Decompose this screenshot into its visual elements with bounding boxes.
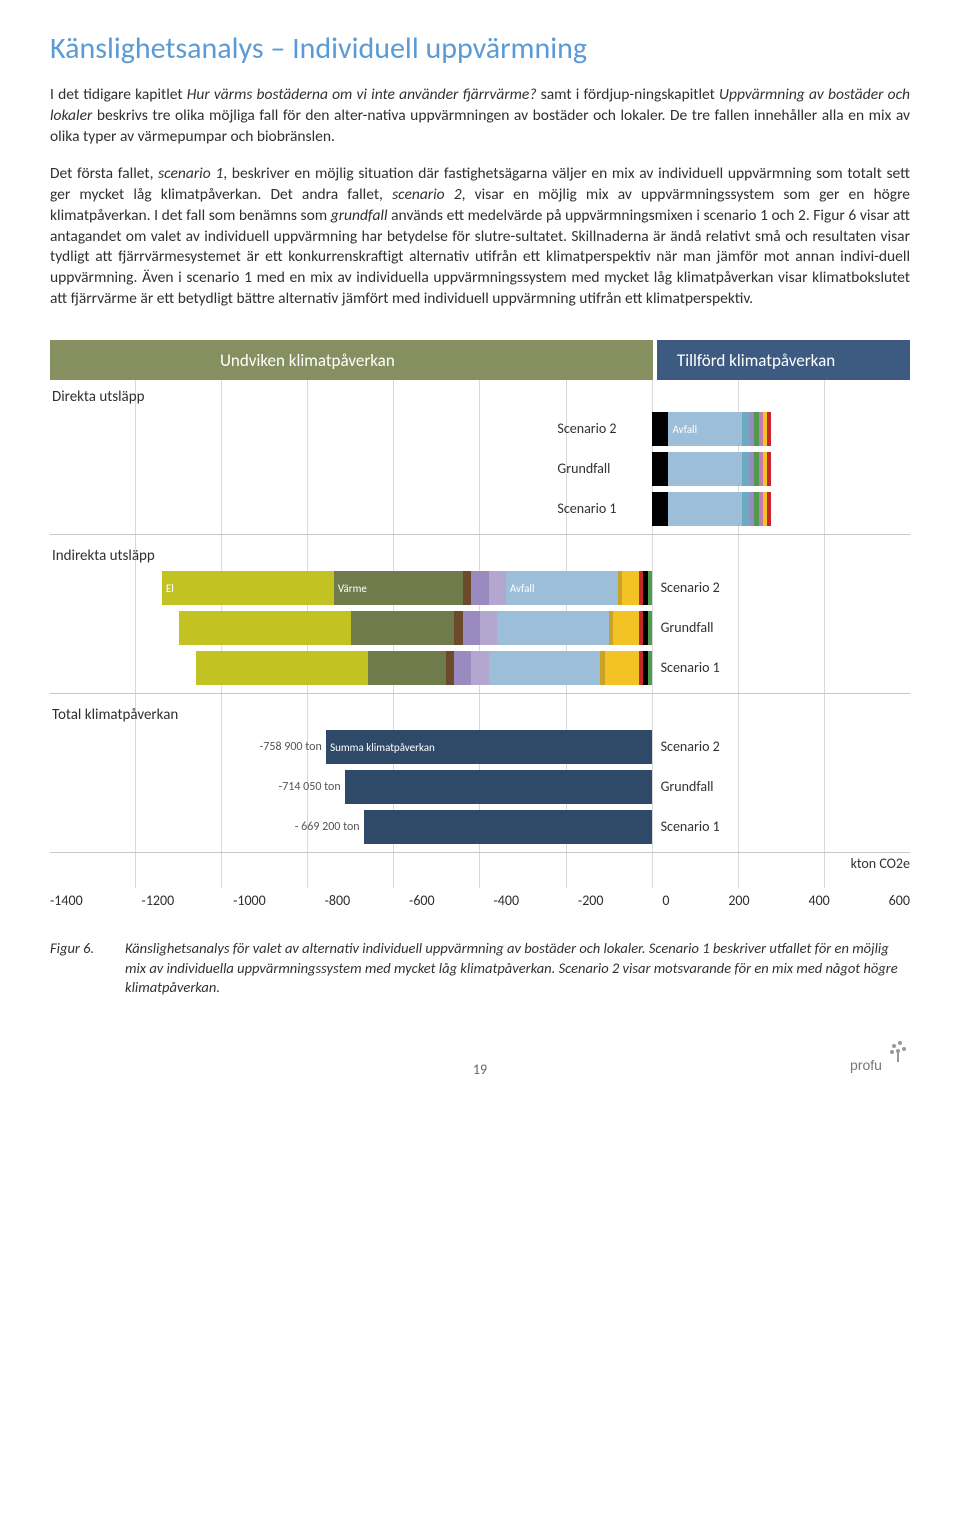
svg-text:profu: profu bbox=[850, 1057, 882, 1073]
paragraph-1: I det tidigare kapitlet Hur värms bostäd… bbox=[50, 85, 910, 148]
footer: 19 profu bbox=[50, 1038, 910, 1078]
logo-icon: profu bbox=[850, 1038, 910, 1074]
page-number: 19 bbox=[337, 1061, 624, 1078]
chart-header-left: Undviken klimatpåverkan bbox=[50, 340, 657, 380]
figure-caption: Figur 6. Känslighetsanalys för valet av … bbox=[50, 939, 910, 998]
x-axis: -1400-1200-1000-800-600-400-200020040060… bbox=[50, 892, 910, 909]
page-title: Känslighetsanalys – Individuell uppvärmn… bbox=[50, 30, 910, 67]
unit-label: kton CO2e bbox=[50, 855, 910, 872]
chart: Undviken klimatpåverkan Tillförd klimatp… bbox=[50, 340, 910, 909]
chart-header-right: Tillförd klimatpåverkan bbox=[657, 340, 910, 380]
paragraph-2: Det första fallet, scenario 1, beskriver… bbox=[50, 164, 910, 310]
